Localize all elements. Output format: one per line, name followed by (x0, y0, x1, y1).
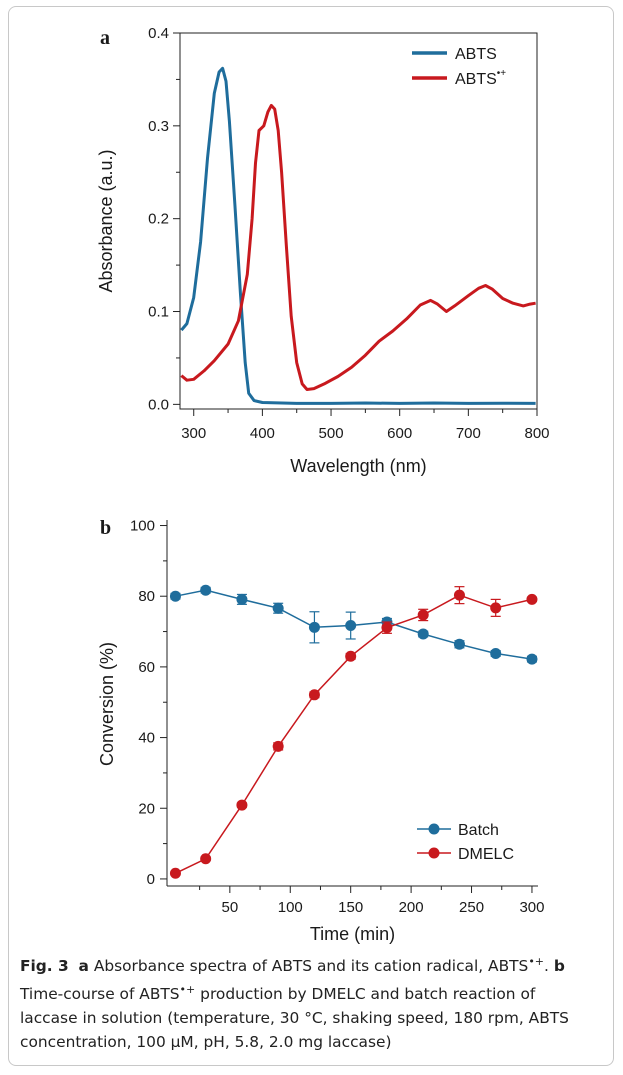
x-tick-label-a: 400 (250, 425, 275, 442)
x-tick-label-b: 200 (399, 899, 424, 916)
point-dmelc (345, 650, 357, 662)
point-batch (490, 647, 502, 659)
y-tick-label-b: 40 (138, 730, 155, 747)
y-tick-label-b: 0 (147, 871, 155, 888)
x-tick-label-a: 600 (387, 425, 412, 442)
point-dmelc (381, 622, 393, 634)
y-tick-label-a: 0.2 (148, 211, 169, 228)
legend-label-abts: ABTS (455, 46, 497, 63)
x-tick-label-b: 100 (278, 899, 303, 916)
y-tick-label-b: 60 (138, 659, 155, 676)
caption-line-4: concentration, 100 µM, pH, 5.8, 2.0 mg l… (20, 1033, 392, 1052)
point-dmelc (526, 593, 538, 605)
figure-caption: Fig. 3 a Absorbance spectra of ABTS and … (20, 950, 605, 1062)
x-axis-label-a: Wavelength (nm) (290, 456, 426, 476)
legend-label-batch: Batch (458, 822, 499, 839)
caption-panel-a-text: Absorbance spectra of ABTS and its catio… (93, 957, 529, 976)
point-dmelc (453, 589, 465, 601)
chart-panel-b: b 0 20 40 60 80 100 50 100 150 200 250 300 Time (min)… (97, 517, 544, 944)
caption-panel-a-label: a (78, 957, 89, 976)
x-tick-label-b: 50 (221, 899, 238, 916)
caption-line2-suffix: production by DMELC and batch reaction o… (200, 985, 536, 1004)
y-tick-label-a: 0.4 (148, 25, 169, 42)
point-batch (308, 621, 320, 633)
y-tick-label-a: 0.3 (148, 118, 169, 135)
series-line-abts-radical (180, 103, 536, 391)
point-dmelc (308, 689, 320, 701)
point-dmelc (272, 740, 284, 752)
x-tick-label-a: 500 (319, 425, 344, 442)
caption-radical-sup-2: •+ (179, 983, 196, 997)
point-dmelc (236, 799, 248, 811)
point-dmelc (169, 867, 181, 879)
plot-frame-a (179, 32, 538, 410)
point-dmelc (490, 602, 502, 614)
point-batch (345, 620, 357, 632)
x-tick-label-b: 150 (338, 899, 363, 916)
panel-label-b: b (100, 517, 111, 539)
point-dmelc (417, 609, 429, 621)
caption-line2-prefix: Time-course of ABTS (20, 985, 180, 1004)
y-tick-label-b: 20 (138, 800, 155, 817)
caption-line-2: Time-course of ABTS•+ production by DMEL… (20, 978, 605, 1006)
point-batch (272, 602, 284, 614)
y-tick-label-b: 100 (130, 518, 155, 535)
legend-label-dmelc: DMELC (458, 846, 514, 863)
point-dmelc (200, 853, 212, 865)
x-tick-label-a: 300 (181, 425, 206, 442)
point-batch (200, 584, 212, 596)
caption-line-3: laccase in solution (temperature, 30 °C,… (20, 1009, 569, 1028)
point-batch (236, 593, 248, 605)
caption-radical-sup-1: •+ (528, 955, 545, 968)
x-tick-label-b: 300 (519, 899, 544, 916)
y-tick-label-b: 80 (138, 588, 155, 605)
caption-line-1: Fig. 3 a Absorbance spectra of ABTS and … (20, 955, 565, 976)
point-batch (417, 628, 429, 640)
caption-fig-label: Fig. 3 (20, 957, 69, 976)
x-tick-label-a: 700 (456, 425, 481, 442)
figure-frame (8, 6, 614, 1066)
y-axis-label-b: Conversion (%) (97, 642, 117, 766)
legend-label-abts-radical: ABTS•+ (455, 68, 506, 88)
chart-panel-a: a 0.0 0.1 0.2 0.3 0.4 300 400 500 600 700 800 Wavele… (96, 25, 550, 476)
y-tick-label-a: 0.0 (148, 396, 169, 413)
legend-marker-batch (428, 823, 440, 835)
x-tick-label-a: 800 (524, 425, 549, 442)
x-tick-label-b: 250 (459, 899, 484, 916)
x-axis-label-b: Time (min) (310, 924, 395, 944)
caption-panel-b-label: b (553, 957, 565, 976)
point-batch (453, 638, 465, 650)
panel-label-a: a (100, 27, 110, 49)
point-batch (169, 590, 181, 602)
series-line-abts (180, 66, 536, 405)
point-batch (526, 653, 538, 665)
legend-marker-dmelc (428, 847, 440, 859)
y-axis-label-a: Absorbance (a.u.) (96, 149, 116, 292)
y-tick-label-a: 0.1 (148, 304, 169, 321)
